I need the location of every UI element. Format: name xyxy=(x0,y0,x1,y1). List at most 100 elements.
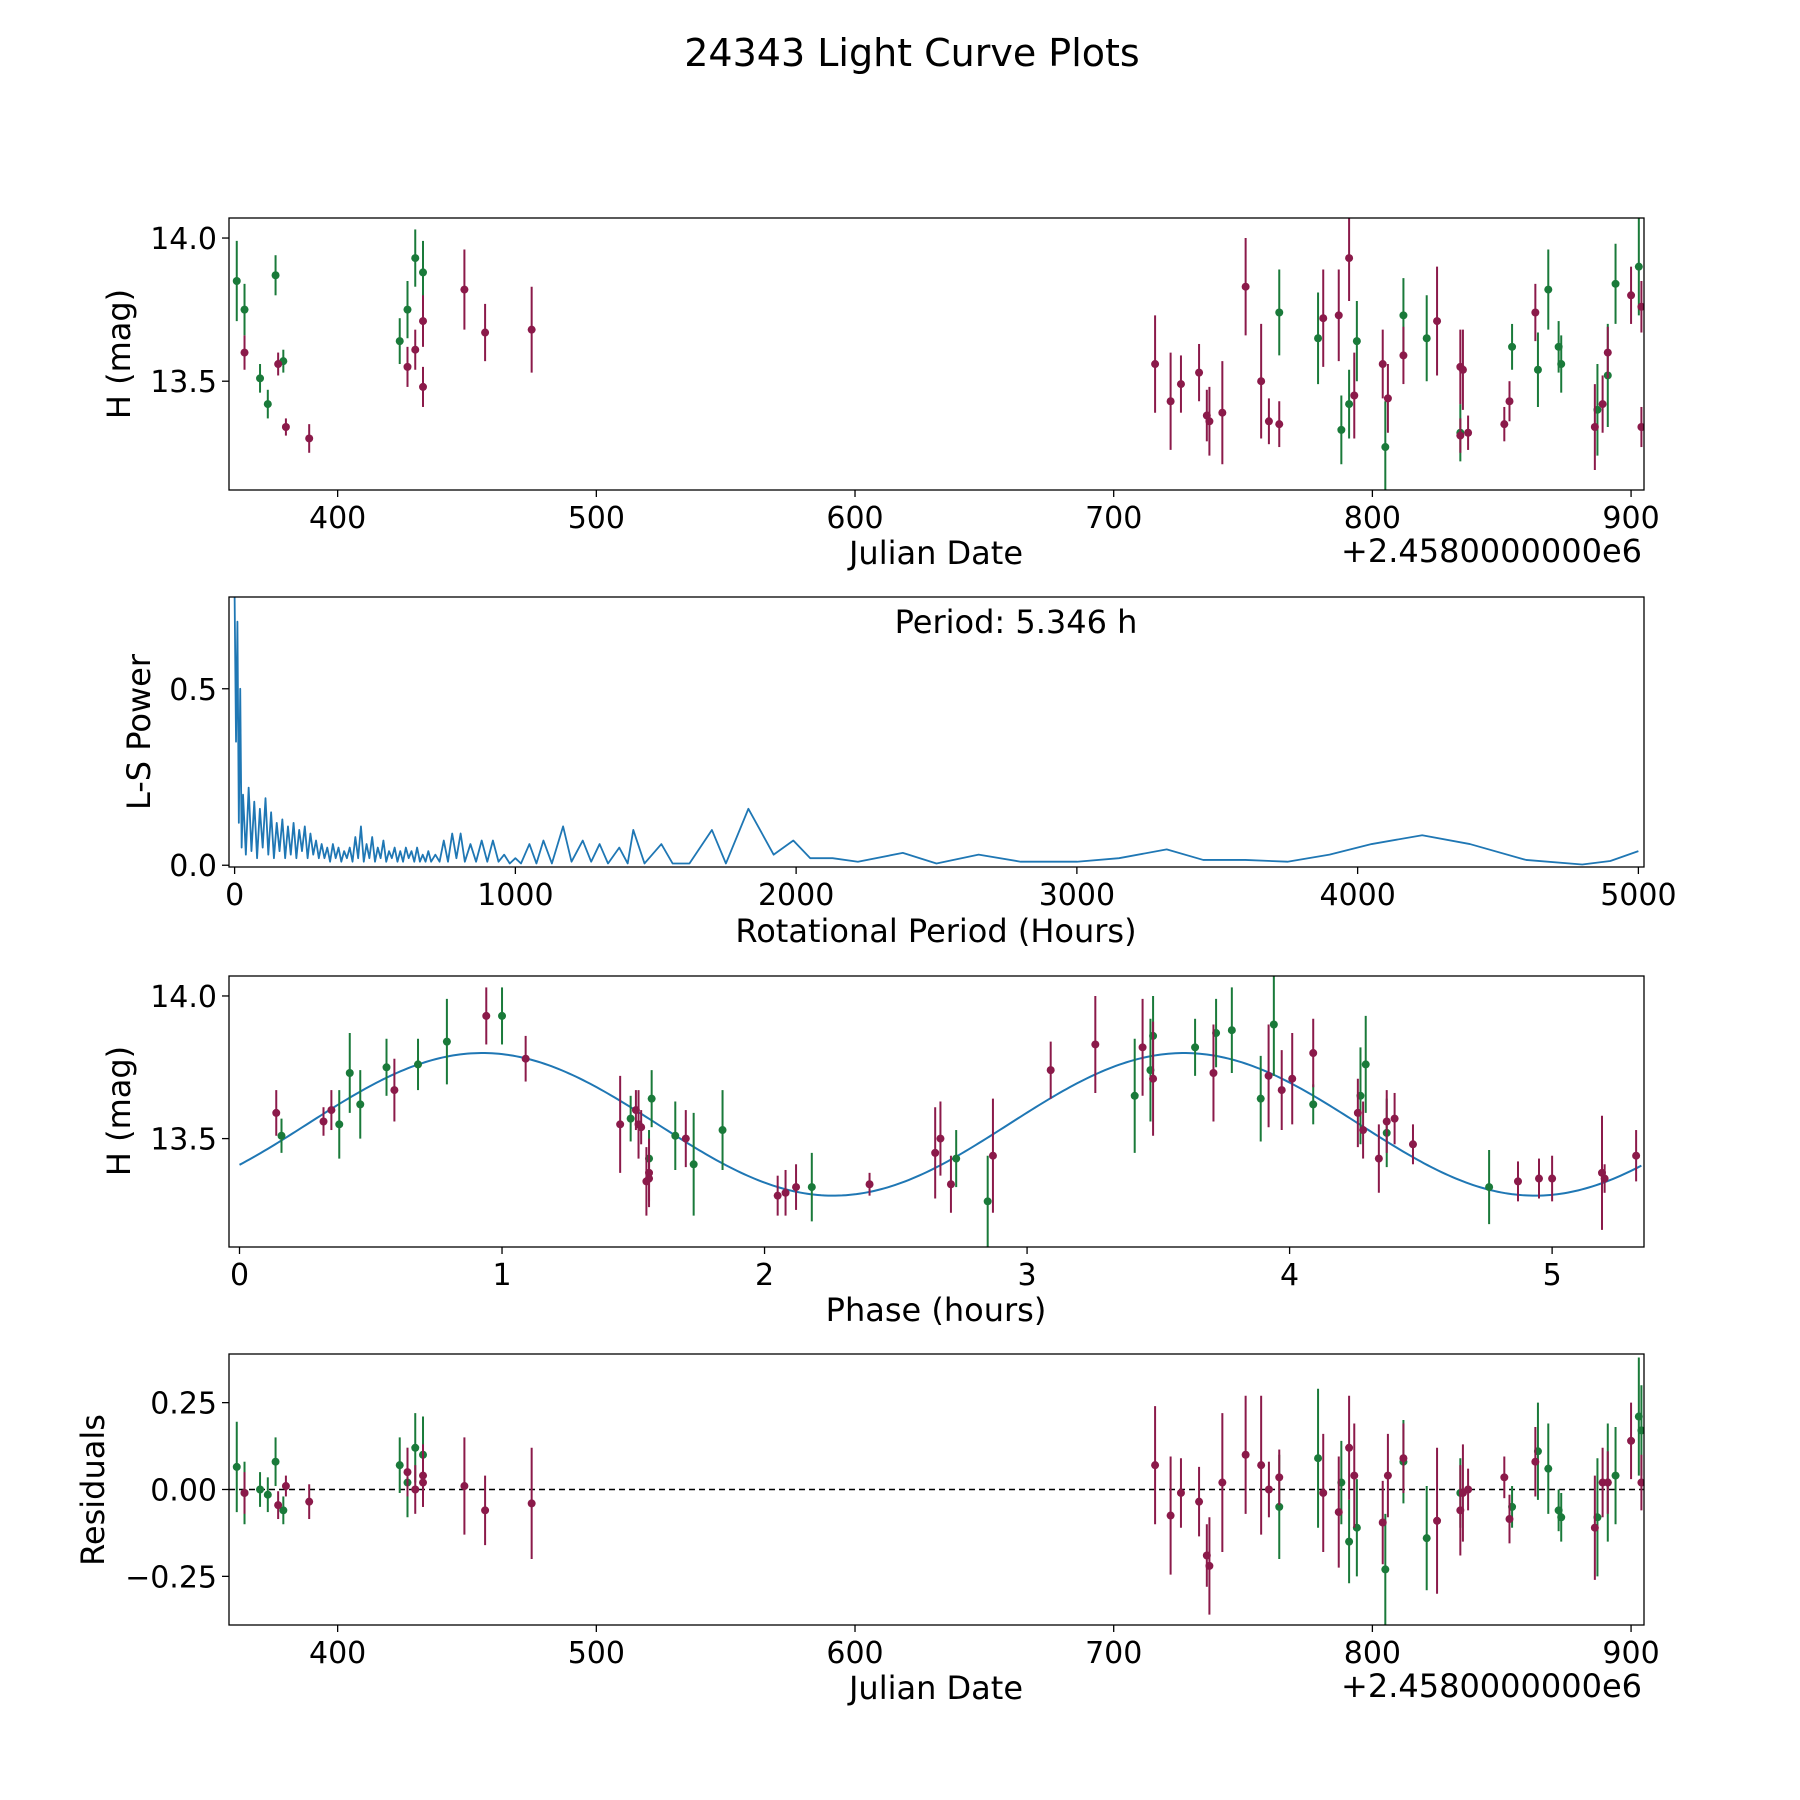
green-data-point xyxy=(498,1011,507,1020)
red-data-point xyxy=(390,1086,399,1095)
x-tick-label: 4 xyxy=(1280,1258,1299,1293)
green-data-point xyxy=(356,1100,365,1109)
x-tick-label: 400 xyxy=(309,1636,366,1671)
light-curve-ticks: 400 500 600 700 800 900 13.5 14.0 xyxy=(150,222,1659,536)
phase-ticks: 0 1 2 3 4 5 13.5 14.0 xyxy=(150,980,1561,1293)
green-data-point xyxy=(1381,443,1390,452)
red-data-point xyxy=(1408,1140,1417,1149)
red-data-point xyxy=(1505,397,1514,406)
green-data-point xyxy=(232,276,241,285)
red-data-point xyxy=(1319,314,1328,323)
red-data-point xyxy=(1166,1511,1175,1520)
periodogram-annotation: Period: 5.346 h xyxy=(895,603,1138,641)
red-data-point xyxy=(1345,254,1354,263)
x-tick-label: 0 xyxy=(225,878,244,913)
green-data-point xyxy=(1557,1513,1566,1522)
x-tick-label: 1 xyxy=(492,1258,511,1293)
red-data-point xyxy=(1590,423,1599,432)
periodogram-marks xyxy=(233,597,1639,866)
green-data-point xyxy=(414,1060,423,1069)
periodogram-xlabel: Rotational Period (Hours) xyxy=(735,912,1136,950)
x-tick-label: 500 xyxy=(568,1636,625,1671)
green-data-point xyxy=(1611,279,1620,288)
residuals-offset-text: +2.4580000000e6 xyxy=(1341,1667,1642,1705)
red-data-point xyxy=(1637,302,1644,311)
red-data-point xyxy=(1257,1461,1266,1470)
green-data-point xyxy=(345,1068,354,1077)
phase-xlabel: Phase (hours) xyxy=(826,1291,1047,1329)
green-data-point xyxy=(279,1506,288,1515)
x-tick-label: 5 xyxy=(1543,1258,1562,1293)
red-data-point xyxy=(1374,1154,1383,1163)
green-data-point xyxy=(1337,425,1346,434)
green-data-point xyxy=(952,1154,961,1163)
green-data-point xyxy=(671,1131,680,1140)
red-data-point xyxy=(460,285,469,294)
green-data-point xyxy=(1533,365,1542,374)
green-data-point xyxy=(263,400,272,409)
green-data-point xyxy=(442,1037,451,1046)
x-tick-label: 3 xyxy=(1018,1258,1037,1293)
x-tick-label: 0 xyxy=(230,1258,249,1293)
red-data-point xyxy=(1600,1174,1609,1183)
red-data-point xyxy=(1505,1515,1514,1524)
red-data-point xyxy=(1383,394,1392,403)
green-data-point xyxy=(1130,1091,1139,1100)
red-data-point xyxy=(1176,1488,1185,1497)
red-data-point xyxy=(1433,1516,1442,1525)
green-data-point xyxy=(382,1063,391,1072)
x-tick-label: 600 xyxy=(826,501,883,536)
red-data-point xyxy=(305,1497,314,1506)
red-data-point xyxy=(1632,1151,1641,1160)
red-data-point xyxy=(319,1117,328,1126)
phase-panel: 0 1 2 3 4 5 13.5 14.0 Phase (hours) H (mag) xyxy=(100,975,1645,1329)
red-data-point xyxy=(781,1188,790,1197)
green-data-point xyxy=(1637,1426,1644,1435)
red-data-point xyxy=(1433,317,1442,326)
red-data-point xyxy=(411,1485,420,1494)
red-data-point xyxy=(1241,1450,1250,1459)
green-data-point xyxy=(1381,1565,1390,1574)
red-data-point xyxy=(1603,1478,1612,1487)
red-data-point xyxy=(1390,1114,1399,1123)
green-data-point xyxy=(395,1461,404,1470)
green-data-point xyxy=(403,305,412,314)
green-data-point xyxy=(1345,1537,1354,1546)
green-data-point xyxy=(626,1114,635,1123)
light-curve-xlabel: Julian Date xyxy=(847,534,1023,572)
periodogram-frame xyxy=(228,596,1645,868)
red-data-point xyxy=(1531,1457,1540,1466)
light-curve-ylabel: H (mag) xyxy=(100,289,138,419)
y-tick-label: 14.0 xyxy=(150,980,217,1015)
red-data-point xyxy=(1319,1488,1328,1497)
phase-frame xyxy=(228,975,1645,1248)
light-curve-plot-area xyxy=(232,218,1644,490)
green-data-point xyxy=(1256,1094,1265,1103)
red-data-point xyxy=(773,1191,782,1200)
light-curve-offset-text: +2.4580000000e6 xyxy=(1341,532,1642,570)
red-data-point xyxy=(1548,1174,1557,1183)
red-data-point xyxy=(1534,1174,1543,1183)
periodogram-ylabel: L-S Power xyxy=(120,653,158,810)
residuals-xlabel: Julian Date xyxy=(847,1669,1023,1707)
x-tick-label: 800 xyxy=(1344,501,1401,536)
green-data-point xyxy=(395,337,404,346)
green-data-point xyxy=(1544,285,1553,294)
red-data-point xyxy=(240,348,249,357)
red-data-point xyxy=(946,1180,955,1189)
green-data-point xyxy=(647,1094,656,1103)
red-data-point xyxy=(1166,397,1175,406)
red-data-point xyxy=(1151,1461,1160,1470)
residuals-ylabel: Residuals xyxy=(74,1414,112,1566)
red-data-point xyxy=(460,1482,469,1491)
red-data-point xyxy=(527,1499,536,1508)
y-tick-label: −0.25 xyxy=(125,1560,217,1595)
red-data-point xyxy=(616,1120,625,1129)
red-data-point xyxy=(281,1482,290,1491)
x-tick-label: 600 xyxy=(826,1636,883,1671)
red-data-point xyxy=(1458,365,1467,374)
green-data-point xyxy=(1361,1060,1370,1069)
x-tick-label: 900 xyxy=(1602,501,1659,536)
residuals-ticks: 400 500 600 700 800 900 −0.25 0.00 0.25 xyxy=(125,1387,1660,1671)
